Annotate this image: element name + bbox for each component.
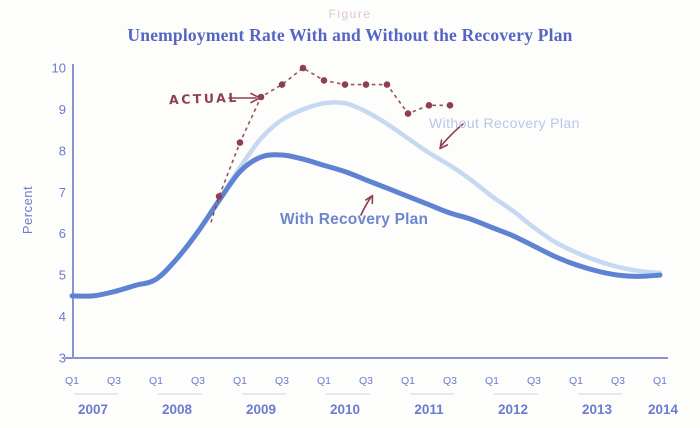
actual-arrow-head: [250, 92, 261, 104]
y-tick-label: 10: [52, 61, 66, 76]
year-label: 2011: [414, 402, 444, 417]
actual-data-dot: [215, 193, 223, 200]
actual-data-dot: [404, 110, 412, 117]
x-quarter-label: Q1: [149, 375, 163, 387]
without-recovery-plan-label: Without Recovery Plan: [429, 115, 580, 131]
with-recovery-plan-line: [69, 152, 663, 299]
y-tick-label: 9: [59, 102, 66, 117]
x-quarter-label: Q1: [653, 375, 667, 387]
year-label: 2008: [162, 402, 193, 417]
x-quarter-label: Q1: [569, 375, 583, 387]
y-tick-label: 6: [59, 226, 66, 241]
with-label-arrow-shaft: [360, 196, 372, 216]
actual-data-dot: [278, 81, 286, 88]
y-tick-label: 3: [59, 351, 66, 366]
chart-title: Unemployment Rate With and Without the R…: [127, 25, 573, 45]
x-quarter-label: Q3: [359, 375, 373, 387]
actual-data-dot: [299, 64, 307, 72]
x-quarter-label: Q1: [485, 375, 499, 387]
x-quarter-label: Q3: [191, 375, 205, 387]
y-tick-label: 8: [59, 143, 66, 158]
x-quarter-label: Q3: [275, 375, 289, 387]
x-quarter-label: Q3: [611, 375, 625, 387]
x-quarter-label: Q1: [317, 375, 331, 387]
without-label-arrow-head: [439, 139, 449, 150]
without-label-arrow-shaft: [440, 123, 464, 147]
year-label: 2009: [246, 402, 276, 417]
actual-data-dot: [236, 139, 244, 146]
y-tick-label: 4: [59, 309, 66, 324]
x-quarter-label: Q3: [443, 375, 457, 387]
actual-data-dot: [425, 101, 433, 109]
with-label-arrow-head: [365, 194, 374, 205]
y-tick-label: 5: [59, 268, 66, 283]
x-quarter-label: Q1: [233, 375, 247, 387]
actual-data-dot: [446, 101, 454, 109]
figure-caption-label: Figure: [328, 7, 372, 21]
x-quarter-label: Q1: [65, 375, 79, 387]
actual-data-dot: [362, 81, 370, 88]
x-quarter-label: Q1: [401, 375, 415, 387]
actual-data-dot: [341, 81, 349, 88]
actual-data-dot: [320, 77, 328, 84]
actual-data-dot: [383, 81, 391, 88]
year-label: 2013: [582, 402, 613, 417]
x-quarter-label: Q3: [527, 375, 541, 387]
actual-series-label: ACTUAL: [168, 89, 240, 108]
year-label: 2012: [498, 402, 528, 417]
year-label: 2010: [330, 402, 360, 417]
year-label: 2007: [78, 402, 108, 417]
x-quarter-label: Q3: [107, 375, 121, 387]
with-recovery-plan-label: With Recovery Plan: [280, 211, 429, 228]
y-tick-label: 7: [59, 185, 66, 200]
year-label: 2014: [648, 402, 679, 417]
